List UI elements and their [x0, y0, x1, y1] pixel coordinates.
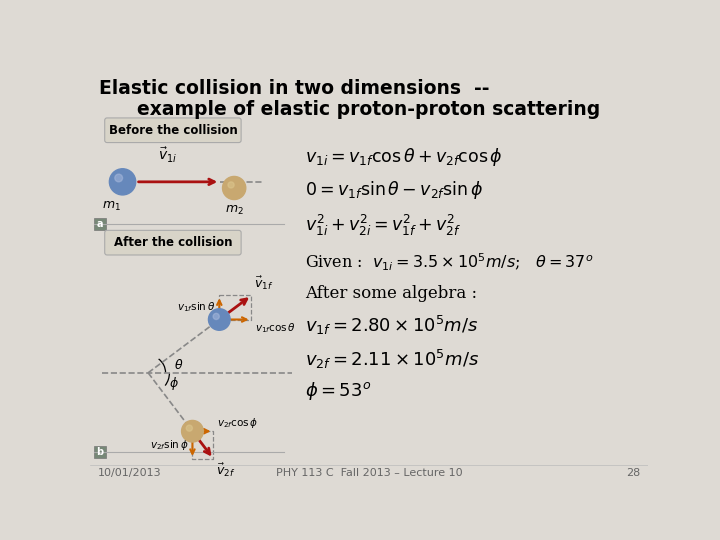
Circle shape: [209, 309, 230, 330]
Circle shape: [222, 177, 246, 200]
Text: $\phi = 53^o$: $\phi = 53^o$: [305, 381, 372, 402]
Text: PHY 113 C  Fall 2013 – Lecture 10: PHY 113 C Fall 2013 – Lecture 10: [276, 468, 462, 478]
Text: $v_{2f}\cos\phi$: $v_{2f}\cos\phi$: [217, 416, 258, 430]
Text: 10/01/2013: 10/01/2013: [98, 468, 161, 478]
Text: $v_{1f}\sin\theta$: $v_{1f}\sin\theta$: [177, 301, 215, 314]
Text: $\theta$: $\theta$: [174, 358, 183, 372]
FancyBboxPatch shape: [104, 118, 241, 143]
FancyBboxPatch shape: [104, 231, 241, 255]
Text: $v_{1i} = v_{1f}\cos\theta + v_{2f}\cos\phi$: $v_{1i} = v_{1f}\cos\theta + v_{2f}\cos\…: [305, 146, 503, 167]
FancyBboxPatch shape: [94, 446, 107, 458]
Text: After the collision: After the collision: [114, 236, 232, 249]
Circle shape: [213, 313, 220, 320]
Circle shape: [109, 169, 136, 195]
Text: b: b: [96, 447, 104, 457]
Text: $m_1$: $m_1$: [102, 200, 121, 213]
Text: $v_{2f}\sin\phi$: $v_{2f}\sin\phi$: [150, 438, 189, 452]
Text: Given :  $v_{1i} = 3.5\times10^{5}m/s$;   $\theta = 37^o$: Given : $v_{1i} = 3.5\times10^{5}m/s$; $…: [305, 252, 594, 273]
Text: example of elastic proton-proton scattering: example of elastic proton-proton scatter…: [138, 100, 600, 119]
Text: After some algebra :: After some algebra :: [305, 285, 477, 302]
Circle shape: [186, 425, 192, 431]
Text: $v_{1i}^{2} + v_{2i}^{2} = v_{1f}^{2} + v_{2f}^{2}$: $v_{1i}^{2} + v_{2i}^{2} = v_{1f}^{2} + …: [305, 213, 462, 238]
Text: $\vec{v}_{2f}$: $\vec{v}_{2f}$: [216, 461, 235, 478]
Text: $0 = v_{1f}\sin\theta - v_{2f}\sin\phi$: $0 = v_{1f}\sin\theta - v_{2f}\sin\phi$: [305, 179, 484, 201]
FancyBboxPatch shape: [94, 218, 107, 231]
Text: $v_{1f}\cos\theta$: $v_{1f}\cos\theta$: [255, 321, 295, 335]
Text: $v_{1f} = 2.80\times10^{5}m/s$: $v_{1f} = 2.80\times10^{5}m/s$: [305, 314, 479, 336]
Text: Before the collision: Before the collision: [109, 124, 238, 137]
Circle shape: [181, 421, 203, 442]
Text: $\phi$: $\phi$: [169, 375, 179, 392]
Text: $v_{2f} = 2.11\times10^{5}m/s$: $v_{2f} = 2.11\times10^{5}m/s$: [305, 348, 480, 372]
Text: a: a: [96, 219, 104, 229]
Text: $\vec{v}_{1f}$: $\vec{v}_{1f}$: [254, 274, 273, 292]
Text: Elastic collision in two dimensions  --: Elastic collision in two dimensions --: [99, 79, 490, 98]
Text: $\vec{v}_{1i}$: $\vec{v}_{1i}$: [158, 146, 177, 165]
Circle shape: [228, 182, 234, 188]
Text: $m_2$: $m_2$: [225, 204, 243, 217]
Text: 28: 28: [626, 468, 640, 478]
Circle shape: [114, 174, 122, 182]
